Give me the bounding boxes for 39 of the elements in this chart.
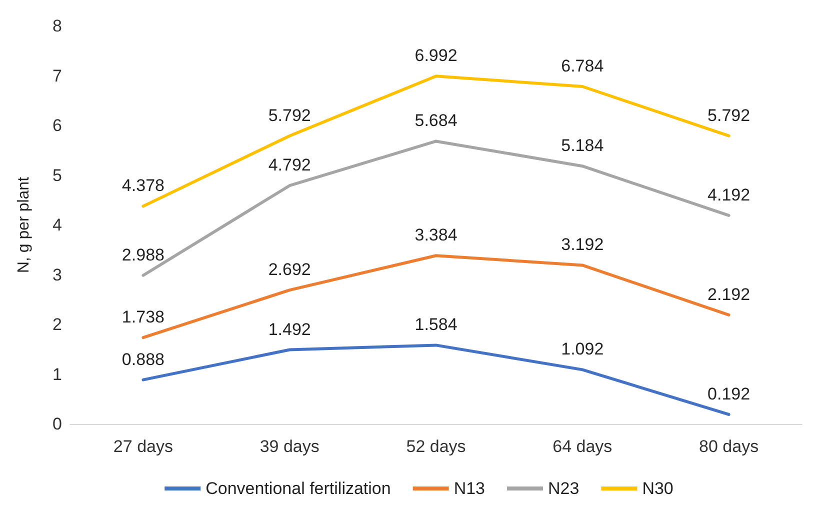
data-label: 5.792 — [708, 106, 750, 125]
data-label: 4.792 — [268, 156, 311, 175]
data-label: 3.384 — [414, 226, 458, 245]
x-tick-label: 64 days — [552, 437, 612, 456]
x-tick-label: 27 days — [113, 437, 173, 456]
data-label: 0.192 — [708, 384, 750, 404]
data-label: 5.792 — [268, 106, 311, 125]
x-tick-label: 80 days — [699, 437, 759, 456]
x-tick-label: 39 days — [260, 437, 320, 456]
y-tick-label: 3 — [52, 265, 62, 284]
legend-label: N23 — [548, 479, 580, 498]
y-tick-label: 6 — [52, 116, 62, 135]
data-label: 4.192 — [708, 185, 750, 204]
legend-label: Conventional fertilization — [206, 479, 391, 498]
data-label: 0.888 — [122, 350, 164, 369]
y-tick-label: 4 — [52, 216, 62, 234]
data-label: 5.684 — [414, 111, 458, 130]
data-label: 3.192 — [561, 235, 604, 254]
y-tick-label: 7 — [52, 66, 62, 86]
legend-label: N13 — [454, 479, 486, 498]
y-tick-label: 5 — [52, 166, 62, 185]
data-label: 1.738 — [122, 308, 164, 327]
y-tick-label: 1 — [52, 364, 62, 384]
data-label: 6.784 — [561, 56, 604, 76]
data-label: 1.492 — [268, 320, 311, 339]
data-label: 2.988 — [122, 245, 164, 264]
y-tick-label: 2 — [52, 315, 62, 334]
data-label: 5.184 — [561, 136, 604, 156]
data-label: 2.192 — [708, 284, 750, 304]
y-tick-label: 0 — [52, 414, 62, 434]
x-tick-label: 52 days — [406, 437, 466, 456]
data-label: 1.092 — [561, 340, 604, 359]
legend-label: N30 — [642, 479, 674, 498]
data-label: 2.692 — [268, 260, 311, 280]
y-tick-label: 8 — [52, 16, 62, 36]
data-label: 6.992 — [414, 46, 458, 66]
y-axis-title: N, g per plant — [16, 176, 32, 274]
data-label: 1.584 — [414, 315, 458, 334]
data-label: 4.378 — [122, 176, 164, 196]
